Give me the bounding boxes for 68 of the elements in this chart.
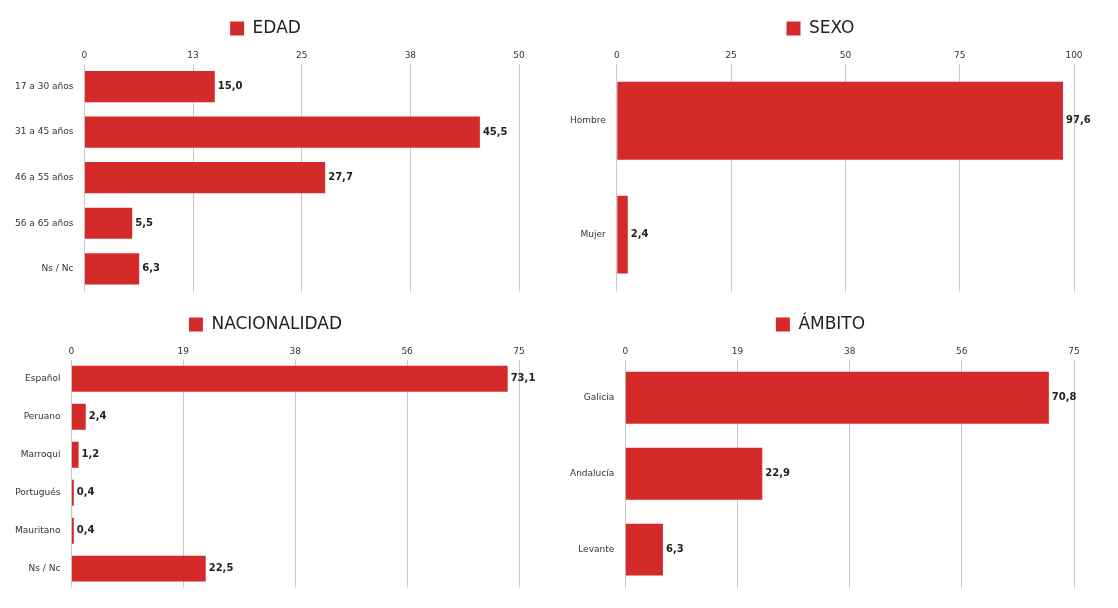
y-tick-label: 46 a 55 años xyxy=(14,172,74,183)
y-tick-label: Mauritano xyxy=(14,524,61,535)
y-tick-label: 17 a 30 años xyxy=(14,80,74,91)
bar xyxy=(71,403,86,430)
legend-label: EDAD xyxy=(252,16,301,37)
y-tick-label: Mujer xyxy=(580,228,607,239)
y-tick-label: Portugués xyxy=(15,487,61,498)
bar xyxy=(84,207,133,239)
y-tick-label: Peruano xyxy=(23,411,61,422)
bar xyxy=(625,523,663,576)
y-tick-label: Ns / Nc xyxy=(41,263,74,274)
bar xyxy=(84,71,215,103)
text: 2,4 xyxy=(630,228,649,240)
text: 15,0 xyxy=(217,80,243,92)
text: 22,9 xyxy=(765,467,790,479)
x-tick-label: 19 xyxy=(731,345,744,356)
bar xyxy=(84,162,326,194)
bar xyxy=(84,116,480,148)
x-tick-label: 0 xyxy=(81,49,88,60)
x-tick-label: 50 xyxy=(839,49,852,60)
x-tick-label: 0 xyxy=(68,345,75,356)
legend-label: ÁMBITO xyxy=(798,311,866,333)
x-tick-label: 38 xyxy=(843,345,856,356)
x-tick-label: 50 xyxy=(513,49,525,60)
x-tick-label: 0 xyxy=(613,49,620,60)
text: 6,3 xyxy=(142,262,160,274)
text: 45,5 xyxy=(482,125,508,137)
x-tick-label: 100 xyxy=(1065,49,1083,60)
x-tick-label: 19 xyxy=(177,345,190,356)
y-tick-label: Ns / Nc xyxy=(28,562,61,573)
legend-label: NACIONALIDAD xyxy=(211,312,343,333)
text: 0,4 xyxy=(76,524,95,536)
x-tick-label: 75 xyxy=(1068,345,1080,356)
bar xyxy=(84,253,140,285)
y-tick-label: Galicia xyxy=(583,392,615,403)
bar xyxy=(71,441,79,468)
x-tick-label: 38 xyxy=(289,345,302,356)
text: 97,6 xyxy=(1066,114,1091,126)
x-tick-label: 25 xyxy=(725,49,737,60)
x-tick-label: 0 xyxy=(622,345,629,356)
bar xyxy=(71,555,206,582)
x-tick-label: 56 xyxy=(401,345,414,356)
bar xyxy=(625,371,1049,424)
y-tick-label: 31 a 45 años xyxy=(14,126,74,137)
x-tick-label: 13 xyxy=(187,49,199,60)
y-tick-label: Andalucía xyxy=(569,468,615,479)
y-tick-label: Hombre xyxy=(570,115,607,126)
bar xyxy=(71,365,508,392)
y-tick-label: Levante xyxy=(578,543,615,554)
bar xyxy=(625,447,763,500)
text: 1,2 xyxy=(81,448,100,460)
x-tick-label: 38 xyxy=(404,49,417,60)
text: 22,5 xyxy=(208,562,234,574)
text: 0,4 xyxy=(76,486,95,498)
x-tick-label: 56 xyxy=(956,345,968,356)
text: 70,8 xyxy=(1051,391,1077,403)
text: 27,7 xyxy=(328,171,353,183)
x-tick-label: 25 xyxy=(295,49,308,60)
y-tick-label: Marroquí xyxy=(20,449,61,460)
x-tick-label: 75 xyxy=(513,345,525,356)
text: 2,4 xyxy=(88,410,107,422)
y-tick-label: 56 a 65 años xyxy=(14,217,74,228)
legend-label: SEXO xyxy=(809,16,855,37)
text: 6,3 xyxy=(665,543,684,555)
y-tick-label: Español xyxy=(25,373,61,384)
text: 73,1 xyxy=(510,372,536,384)
text: 5,5 xyxy=(135,216,153,228)
x-tick-label: 75 xyxy=(953,49,966,60)
